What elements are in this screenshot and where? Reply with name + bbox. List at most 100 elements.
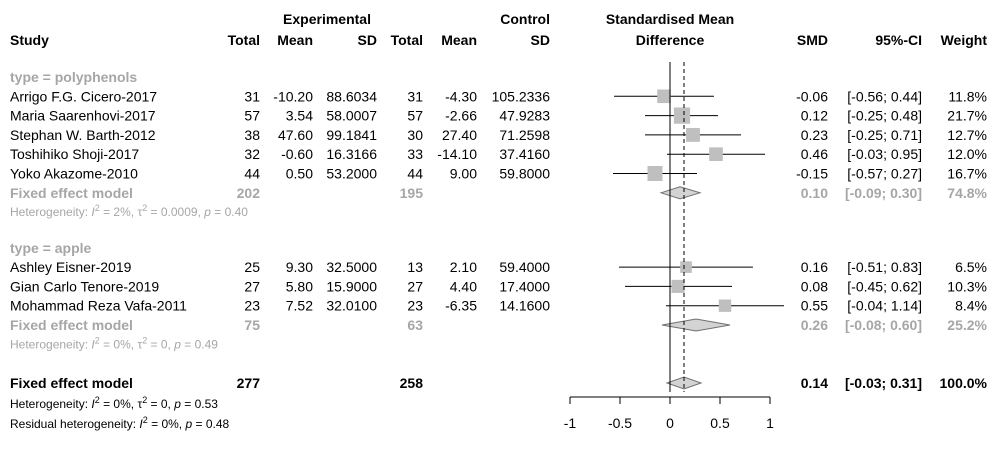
weight-value: 10.3% bbox=[947, 278, 987, 294]
e-total-value: 57 bbox=[244, 108, 260, 124]
weight-value: 21.7% bbox=[947, 108, 987, 124]
c-mean-value: 27.40 bbox=[442, 127, 477, 143]
subgroup-smd: 0.26 bbox=[801, 317, 828, 333]
e-sd-value: 32.5000 bbox=[326, 259, 377, 275]
e-mean-header: Mean bbox=[277, 32, 313, 48]
c-mean-value: -2.66 bbox=[445, 108, 477, 124]
e-mean-value: -10.20 bbox=[273, 88, 313, 104]
x-tick-label: -1 bbox=[564, 415, 577, 431]
c-total-value: 30 bbox=[407, 127, 423, 143]
c-total-value: 33 bbox=[407, 146, 423, 162]
x-tick-label: -0.5 bbox=[608, 415, 632, 431]
e-mean-value: 47.60 bbox=[278, 127, 313, 143]
overall-fixed-label: Fixed effect model bbox=[10, 375, 133, 391]
effect-square bbox=[686, 127, 700, 142]
study-name: Stephan W. Barth-2012 bbox=[10, 127, 156, 143]
smd-value: 0.12 bbox=[801, 108, 828, 124]
effect-square bbox=[709, 147, 723, 162]
forest-plot-area bbox=[613, 62, 784, 392]
subgroup-label: type = apple bbox=[10, 240, 92, 256]
subgroup-weight: 74.8% bbox=[947, 185, 987, 201]
smd-col-header: SMD bbox=[797, 32, 828, 48]
residual-heterogeneity: Residual heterogeneity: I2 = 0%, p = 0.4… bbox=[10, 415, 230, 431]
x-tick-label: 0 bbox=[666, 415, 674, 431]
c-sd-value: 59.4000 bbox=[499, 259, 550, 275]
e-mean-value: 3.54 bbox=[286, 108, 313, 124]
effect-square bbox=[671, 279, 685, 293]
study-name: Maria Saarenhovi-2017 bbox=[10, 108, 156, 124]
c-mean-value: -14.10 bbox=[437, 146, 477, 162]
ci-value: [-0.25; 0.48] bbox=[847, 108, 922, 124]
study-name: Yoko Akazome-2010 bbox=[10, 166, 138, 182]
e-total-value: 38 bbox=[244, 127, 260, 143]
subgroup-weight: 25.2% bbox=[947, 317, 987, 333]
c-mean-header: Mean bbox=[441, 32, 477, 48]
subgroup-diamond bbox=[661, 318, 731, 332]
e-sd-value: 53.2000 bbox=[326, 166, 377, 182]
c-mean-value: -6.35 bbox=[445, 298, 477, 314]
c-sd-value: 37.4160 bbox=[499, 146, 550, 162]
subgroup-ci: [-0.09; 0.30] bbox=[845, 185, 922, 201]
x-tick-label: 0.5 bbox=[710, 415, 730, 431]
subgroup-e-total: 75 bbox=[244, 317, 260, 333]
weight-value: 12.7% bbox=[947, 127, 987, 143]
ci-col-header: 95%-CI bbox=[875, 32, 922, 48]
effect-square bbox=[647, 166, 663, 181]
ci-value: [-0.03; 0.95] bbox=[847, 146, 922, 162]
c-mean-value: 2.10 bbox=[450, 259, 477, 275]
c-total-value: 31 bbox=[407, 88, 423, 104]
smd-value: 0.55 bbox=[801, 298, 828, 314]
x-axis: -1 -0.5 0 0.5 1 bbox=[564, 396, 774, 431]
subgroup-e-total: 202 bbox=[237, 185, 261, 201]
e-mean-value: 0.50 bbox=[286, 166, 313, 182]
subgroup-ci: [-0.08; 0.60] bbox=[845, 317, 922, 333]
smd-value: 0.46 bbox=[801, 146, 828, 162]
subgroup-c-total: 63 bbox=[407, 317, 423, 333]
weight-col-header: Weight bbox=[941, 32, 988, 48]
study-name: Gian Carlo Tenore-2019 bbox=[10, 278, 159, 294]
c-mean-value: 9.00 bbox=[450, 166, 477, 182]
subgroup-fixed-label: Fixed effect model bbox=[10, 317, 133, 333]
control-header: Control bbox=[500, 11, 550, 27]
c-sd-value: 17.4000 bbox=[499, 278, 550, 294]
overall-c-total: 258 bbox=[400, 375, 424, 391]
ci-value: [-0.45; 0.62] bbox=[847, 278, 922, 294]
overall-ci: [-0.03; 0.31] bbox=[845, 375, 922, 391]
smd-value: -0.15 bbox=[796, 166, 828, 182]
e-total-value: 44 bbox=[244, 166, 260, 182]
e-sd-value: 16.3166 bbox=[326, 146, 377, 162]
c-sd-value: 59.8000 bbox=[499, 166, 550, 182]
e-sd-value: 99.1841 bbox=[326, 127, 377, 143]
subgroup-c-total: 195 bbox=[400, 185, 424, 201]
study-name: Toshihiko Shoji-2017 bbox=[10, 146, 139, 162]
ci-value: [-0.57; 0.27] bbox=[847, 166, 922, 182]
study-name: Arrigo F.G. Cicero-2017 bbox=[10, 88, 157, 104]
e-mean-value: -0.60 bbox=[281, 146, 313, 162]
weight-value: 16.7% bbox=[947, 166, 987, 182]
c-sd-value: 47.9283 bbox=[499, 108, 550, 124]
effect-square bbox=[680, 261, 692, 273]
e-mean-value: 9.30 bbox=[286, 259, 313, 275]
study-name: Ashley Eisner-2019 bbox=[10, 259, 132, 275]
e-sd-header: SD bbox=[358, 32, 377, 48]
effect-square bbox=[718, 299, 732, 312]
weight-value: 12.0% bbox=[947, 146, 987, 162]
e-sd-value: 88.6034 bbox=[326, 88, 377, 104]
c-sd-value: 71.2598 bbox=[499, 127, 550, 143]
ci-value: [-0.51; 0.83] bbox=[847, 259, 922, 275]
e-sd-value: 32.0100 bbox=[326, 298, 377, 314]
smd-header-line2: Difference bbox=[636, 32, 705, 48]
c-mean-value: 4.40 bbox=[450, 278, 477, 294]
effect-square bbox=[673, 107, 691, 124]
e-total-value: 25 bbox=[244, 259, 260, 275]
weight-value: 8.4% bbox=[955, 298, 987, 314]
c-sd-header: SD bbox=[531, 32, 550, 48]
c-mean-value: -4.30 bbox=[445, 88, 477, 104]
ci-value: [-0.25; 0.71] bbox=[847, 127, 922, 143]
c-total-value: 44 bbox=[407, 166, 423, 182]
smd-value: 0.16 bbox=[801, 259, 828, 275]
effect-square bbox=[657, 89, 671, 104]
study-header: Study bbox=[10, 32, 49, 48]
subgroup-heterogeneity: Heterogeneity: I2 = 0%, τ2 = 0, p = 0.49 bbox=[10, 335, 218, 351]
